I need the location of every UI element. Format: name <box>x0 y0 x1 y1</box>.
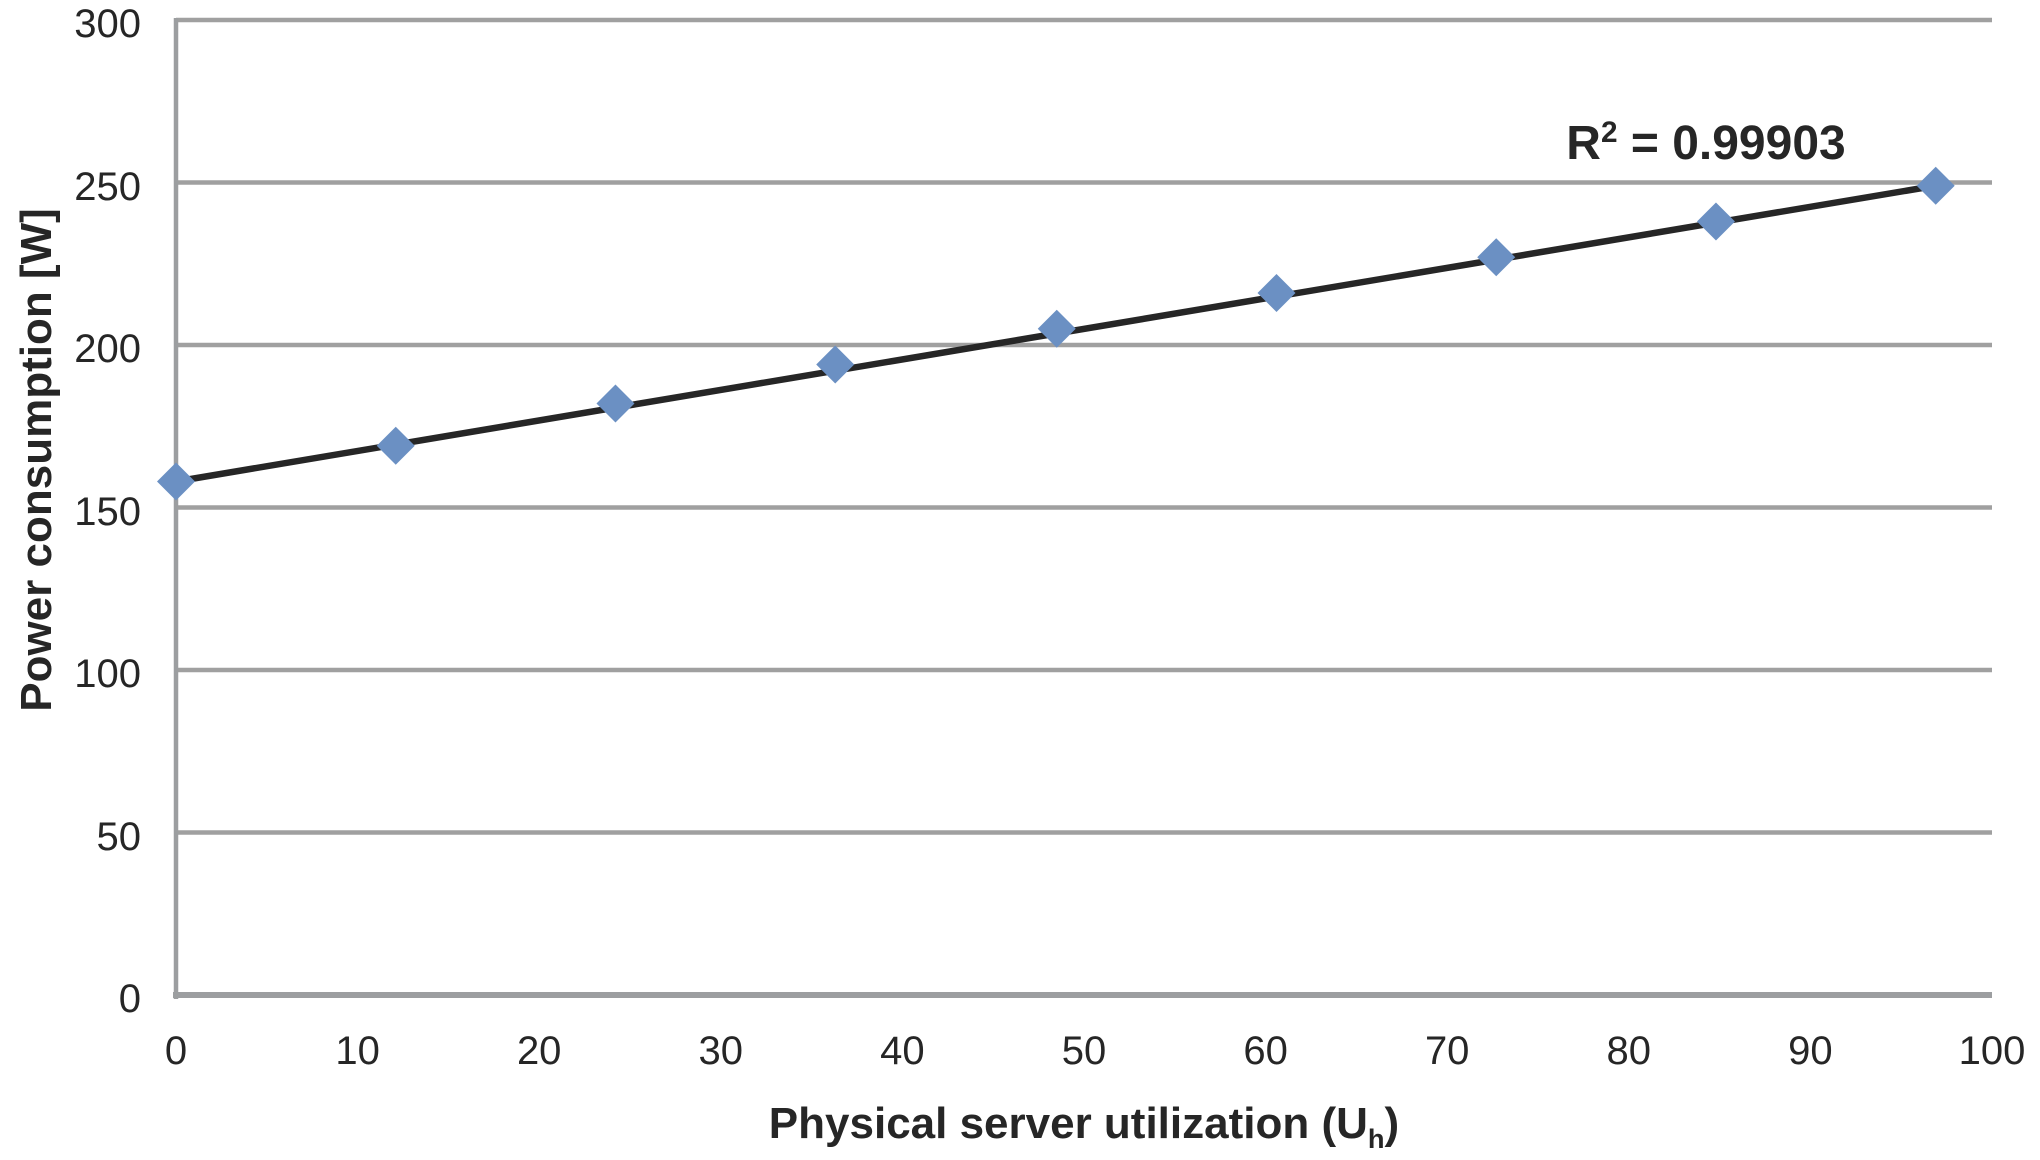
data-point-marker <box>1477 238 1516 277</box>
r-squared-exponent: 2 <box>1600 116 1618 149</box>
r-squared-base: R <box>1566 117 1601 170</box>
data-point-marker <box>1037 309 1076 348</box>
r-squared-annotation: R2 = 0.99903 <box>1406 114 2006 174</box>
data-point-marker <box>376 426 415 465</box>
y-tick-label: 100 <box>74 652 141 696</box>
y-tick-label: 0 <box>118 977 141 1021</box>
data-point-marker <box>1257 274 1296 312</box>
data-point-marker <box>816 345 855 384</box>
x-tick-label: 80 <box>1606 1029 1652 1073</box>
data-point-marker <box>157 462 195 501</box>
x-tick-label: 40 <box>880 1029 925 1073</box>
y-tick-label: 50 <box>96 814 142 859</box>
data-point-marker <box>1916 166 1955 205</box>
r-squared-value: = 0.99903 <box>1617 117 1846 170</box>
x-tick-label: 10 <box>335 1029 380 1073</box>
y-tick-label: 250 <box>74 164 141 209</box>
x-tick-label: 90 <box>1788 1029 1833 1073</box>
y-tick-label: 200 <box>74 327 141 371</box>
y-tick-label: 150 <box>74 489 141 534</box>
x-tick-label: 60 <box>1243 1029 1288 1073</box>
x-tick-label: 50 <box>1061 1029 1107 1073</box>
x-axis-title: Physical server utilization (Uh) <box>176 1096 1992 1152</box>
data-point-marker <box>596 384 635 423</box>
x-tick-label: 0 <box>164 1029 188 1073</box>
data-point-marker <box>1696 202 1735 241</box>
x-tick-label: 70 <box>1424 1029 1470 1073</box>
y-tick-label: 300 <box>74 2 141 46</box>
x-tick-label: 100 <box>1958 1029 2026 1073</box>
x-axis-title-subscript: h <box>1367 1122 1385 1154</box>
x-tick-label: 30 <box>698 1029 744 1073</box>
y-axis-title: Power consumption [W] <box>12 208 61 712</box>
x-axis-title-close: ) <box>1384 1099 1400 1148</box>
x-axis-title-text: Physical server utilization (U <box>768 1099 1368 1148</box>
x-tick-label: 20 <box>516 1029 562 1073</box>
